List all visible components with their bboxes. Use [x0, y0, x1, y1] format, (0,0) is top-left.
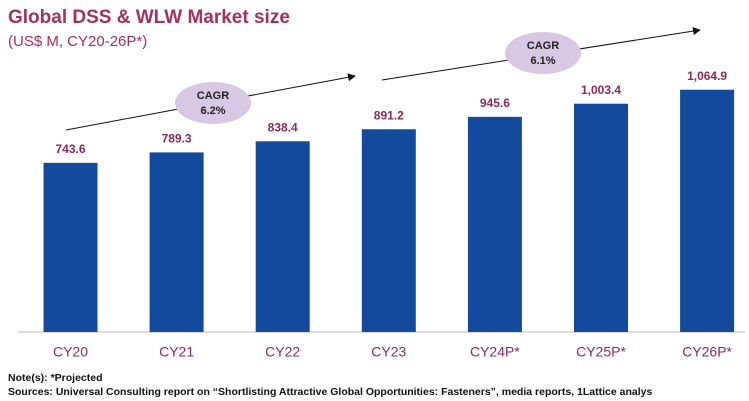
- notes: Note(s): *Projected: [8, 372, 103, 384]
- x-tick-label: CY20: [53, 344, 88, 360]
- value-label: 891.2: [374, 108, 404, 122]
- x-tick-label: CY26P*: [682, 344, 732, 360]
- value-label: 743.6: [55, 142, 85, 156]
- value-label: 945.6: [480, 96, 510, 110]
- x-tick-label: CY24P*: [470, 344, 520, 360]
- bar: [43, 162, 98, 332]
- bar: [149, 152, 204, 332]
- sources: Sources: Universal Consulting report on …: [8, 386, 652, 398]
- chart-title: Global DSS & WLW Market size: [8, 7, 290, 28]
- cagr-title: CAGR: [197, 90, 229, 102]
- bar: [574, 103, 628, 332]
- value-label: 838.4: [268, 120, 298, 134]
- cagr-bubble: [505, 32, 581, 74]
- x-tick-label: CY21: [159, 344, 194, 360]
- value-label: 789.3: [162, 132, 192, 146]
- bar: [361, 129, 416, 332]
- x-tick-label: CY22: [265, 344, 300, 360]
- bar: [467, 116, 522, 332]
- chart-subtitle: (US$ M, CY20-26P*): [8, 33, 147, 50]
- cagr-bubble: [175, 82, 251, 124]
- bar: [255, 141, 310, 332]
- cagr-value: 6.2%: [200, 105, 225, 117]
- cagr-title: CAGR: [527, 40, 559, 52]
- cagr-value: 6.1%: [530, 55, 555, 67]
- bar: [680, 89, 735, 332]
- value-label: 1,003.4: [581, 83, 621, 97]
- value-label: 1,064.9: [687, 69, 727, 83]
- x-tick-label: CY25P*: [576, 344, 626, 360]
- x-tick-label: CY23: [371, 344, 406, 360]
